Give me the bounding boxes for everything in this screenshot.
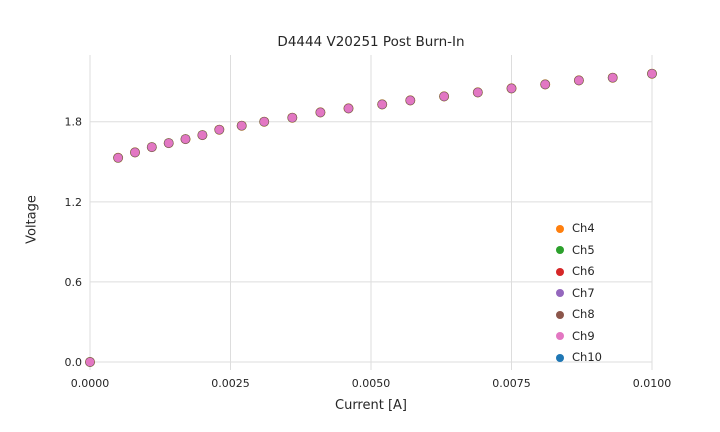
svg-text:0.6: 0.6 [65,276,83,289]
legend-marker-icon [556,224,564,233]
legend-item-ch4: Ch4 [556,218,602,240]
legend-marker-icon [556,353,564,362]
legend-label: Ch4 [572,221,595,235]
svg-text:0.0000: 0.0000 [71,377,110,390]
legend-marker-icon [556,246,564,255]
legend-label: Ch10 [572,350,602,364]
svg-text:1.2: 1.2 [65,196,83,209]
svg-text:0.0025: 0.0025 [211,377,250,390]
legend-item-ch9: Ch9 [556,326,602,348]
legend: Ch4 Ch5 Ch6 Ch7 Ch8 Ch9 Ch10 [556,218,602,369]
legend-label: Ch6 [572,264,595,278]
y-axis-label: Voltage [24,195,40,244]
legend-marker-icon [556,289,564,298]
svg-text:0.0050: 0.0050 [352,377,391,390]
legend-label: Ch5 [572,242,595,257]
x-axis-label: Current [A] [335,398,407,413]
legend-item-ch10: Ch10 [556,347,602,369]
svg-text:1.8: 1.8 [65,116,83,129]
legend-marker-icon [556,267,564,276]
legend-label: Ch8 [572,307,595,321]
legend-marker-icon [556,332,564,341]
svg-text:0.0: 0.0 [65,356,83,369]
svg-text:0.0100: 0.0100 [633,377,672,390]
legend-item-ch5: Ch5 [556,240,602,262]
legend-item-ch7: Ch7 [556,283,602,305]
legend-marker-icon [556,310,564,319]
legend-label: Ch7 [572,285,595,300]
legend-item-ch8: Ch8 [556,304,602,326]
chart-title: D4444 V20251 Post Burn-In [277,34,465,50]
legend-item-ch6: Ch6 [556,261,602,283]
svg-text:0.0075: 0.0075 [492,377,531,390]
legend-label: Ch9 [572,328,595,343]
